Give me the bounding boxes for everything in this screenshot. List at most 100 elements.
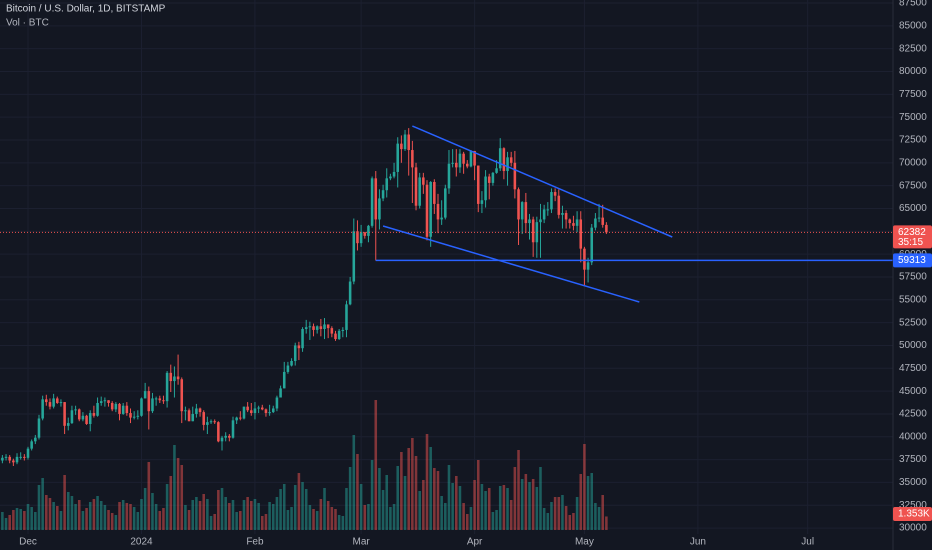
candle-body [473, 150, 476, 166]
volume-bar [561, 495, 564, 530]
volume-bar [535, 487, 539, 530]
volume-bar [56, 506, 59, 530]
candle-body [239, 417, 242, 419]
volume-bar [498, 486, 502, 530]
volume-bar [458, 486, 462, 530]
volume-bar [605, 516, 608, 530]
x-tick-label: Apr [467, 537, 483, 548]
volume-bar [103, 505, 107, 530]
volume-bar [308, 505, 312, 530]
volume-bar [48, 498, 52, 530]
candle-body [476, 165, 480, 204]
candle-body [1, 457, 4, 461]
candle-body [455, 162, 458, 168]
volume-bar [517, 450, 520, 530]
candle-body [231, 420, 235, 438]
volume-bar [381, 490, 385, 530]
volume-bar [268, 502, 271, 530]
x-tick-label: May [575, 537, 594, 548]
y-tick-label: 37500 [899, 454, 927, 465]
volume-bar [546, 513, 550, 530]
volume-bar [330, 507, 334, 530]
volume-bar [293, 485, 297, 530]
volume-bar [429, 447, 432, 530]
volume-bar [495, 510, 498, 530]
candle-body [12, 460, 15, 463]
candle-body [575, 219, 579, 226]
candle-body [550, 192, 553, 210]
candle-body [513, 162, 517, 190]
y-tick-label: 45000 [899, 386, 927, 397]
volume-bar [392, 504, 396, 530]
candle-body [125, 405, 129, 414]
volume-bar [502, 485, 506, 530]
candle-body [583, 248, 586, 270]
x-tick-label: Mar [352, 537, 370, 548]
volume-bar [506, 488, 509, 530]
volume-bar [444, 503, 447, 530]
line-price-label: 59313 [898, 255, 926, 266]
volume-bar [85, 508, 88, 530]
volume-bar [162, 508, 165, 530]
x-tick-label: Jul [801, 537, 814, 548]
volume-bar [231, 500, 235, 530]
candle-body [136, 415, 140, 417]
x-tick-label: 2024 [130, 537, 153, 548]
candle-body [352, 231, 356, 282]
volume-bar [173, 445, 176, 530]
candle-body [531, 219, 535, 243]
volume-bar [158, 511, 162, 530]
volume-bar [297, 473, 301, 530]
candle-body [345, 304, 348, 330]
volume-bar [579, 474, 583, 530]
candle-body [282, 371, 286, 389]
candle-body [465, 163, 469, 167]
candle-body [147, 391, 151, 412]
candle-body [568, 219, 572, 224]
volume-bar [389, 507, 392, 530]
volume-bar [23, 511, 26, 530]
candle-body [103, 400, 107, 402]
volume-bar [568, 515, 572, 530]
volume-bar [37, 485, 41, 530]
candle-body [129, 413, 132, 418]
candle-body [308, 326, 312, 328]
volume-bar [8, 515, 11, 530]
volume-bar [246, 497, 249, 530]
chart-title: Bitcoin / U.S. Dollar, 1D, BITSTAMP [6, 4, 166, 15]
candle-body [480, 200, 484, 204]
volume-bar [228, 503, 231, 530]
candle-body [187, 410, 191, 422]
volume-bar [572, 513, 575, 530]
candle-body [74, 409, 77, 411]
candle-body [498, 148, 502, 169]
volume-bar [136, 512, 140, 530]
volume-bar [487, 488, 491, 530]
candle-body [191, 413, 195, 422]
volume-bar [140, 499, 143, 530]
candle-body [114, 403, 118, 410]
volume-bar [151, 493, 154, 530]
candle-body [506, 157, 509, 172]
candle-body [217, 422, 220, 442]
candle-body [396, 143, 400, 172]
candle-body [48, 402, 52, 407]
candle-body [15, 456, 19, 463]
candle-body [356, 231, 359, 244]
candle-body [140, 398, 143, 416]
volume-bar [348, 467, 352, 530]
candle-body [30, 441, 33, 449]
candle-body [319, 326, 323, 330]
volume-bar [378, 468, 381, 530]
volume-bar [239, 511, 242, 530]
volume-bar [590, 473, 594, 530]
last-price-label: 62382 [898, 227, 926, 238]
candle-body [143, 391, 147, 399]
volume-bar [279, 489, 282, 530]
volume-bar [34, 512, 37, 530]
volume-bar [290, 507, 293, 530]
candle-body [381, 190, 385, 199]
volume-bar [30, 507, 33, 530]
volume-bar [52, 502, 55, 530]
candle-body [162, 400, 165, 402]
